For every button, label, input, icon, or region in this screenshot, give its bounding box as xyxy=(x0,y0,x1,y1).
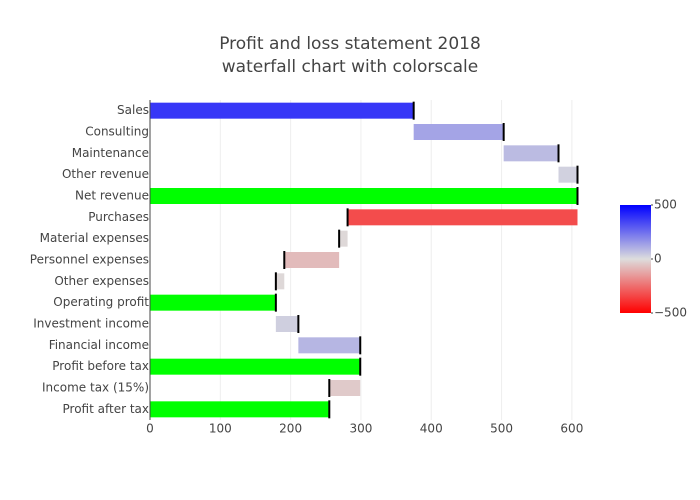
y-tick-label: Net revenue xyxy=(75,189,149,203)
x-tick-label: 200 xyxy=(279,422,302,436)
bar xyxy=(284,252,340,268)
y-tick-label: Maintenance xyxy=(72,146,149,160)
y-tick-label: Consulting xyxy=(85,125,149,139)
x-tick-label: 500 xyxy=(490,422,513,436)
y-tick-label: Profit after tax xyxy=(63,402,149,416)
x-tick-label: 300 xyxy=(349,422,372,436)
y-tick-label: Other revenue xyxy=(62,167,149,181)
y-tick-label: Material expenses xyxy=(40,231,149,245)
bar xyxy=(150,294,276,311)
bar xyxy=(275,316,299,332)
bar xyxy=(503,145,559,162)
x-tick-label: 400 xyxy=(420,422,443,436)
x-tick-label: 600 xyxy=(560,422,583,436)
chart-title: Profit and loss statement 2018 xyxy=(219,34,481,54)
y-tick-label: Sales xyxy=(117,103,149,117)
bar xyxy=(150,401,330,418)
bar xyxy=(298,337,361,354)
colorbar xyxy=(620,205,651,313)
colorbar-tick-label: 500 xyxy=(654,198,677,212)
bar xyxy=(558,166,578,183)
bar xyxy=(413,124,504,140)
y-tick-label: Personnel expenses xyxy=(30,253,149,267)
y-tick-label: Profit before tax xyxy=(52,359,149,373)
bar xyxy=(150,102,414,119)
chart-title: waterfall chart with colorscale xyxy=(222,57,478,77)
x-tick-label: 100 xyxy=(209,422,232,436)
bar xyxy=(329,380,361,396)
bar xyxy=(339,230,348,247)
colorbar-tick-label: −500 xyxy=(654,306,687,320)
y-tick-label: Other expenses xyxy=(54,274,149,288)
x-tick-label: 0 xyxy=(146,422,154,436)
bar xyxy=(150,188,578,204)
y-tick-label: Financial income xyxy=(49,338,149,352)
y-tick-label: Income tax (15%) xyxy=(42,381,149,395)
y-tick-label: Investment income xyxy=(33,317,149,331)
y-tick-label: Operating profit xyxy=(53,295,149,309)
bar xyxy=(275,273,285,290)
bar xyxy=(347,209,578,226)
y-tick-label: Purchases xyxy=(88,210,149,224)
bar xyxy=(150,358,361,375)
colorbar-tick-label: 0 xyxy=(654,252,662,266)
